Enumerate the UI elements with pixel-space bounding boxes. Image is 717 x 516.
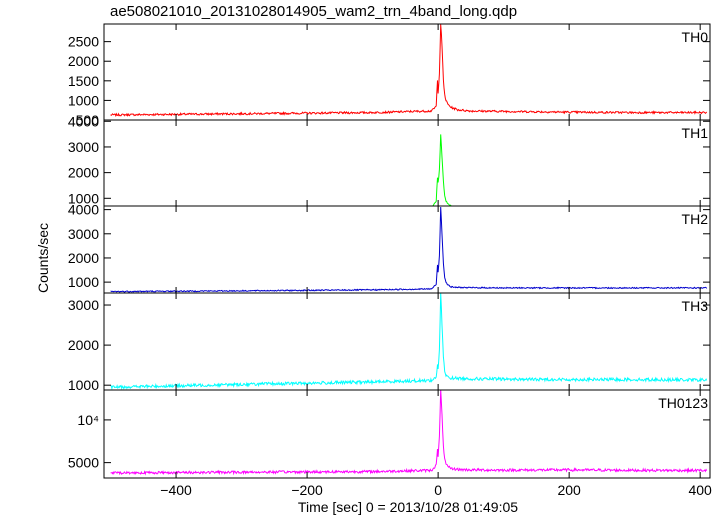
- y-tick-label: 500: [76, 112, 100, 128]
- y-tick-label: 1000: [68, 377, 99, 393]
- panel-th1: 1000 2000 3000 4000 TH1: [68, 113, 711, 207]
- y-tick-label: 1500: [68, 73, 99, 89]
- y-tick-label: 2000: [68, 53, 99, 69]
- y-tick-label: 2000: [68, 250, 99, 266]
- y-tick-label: 5000: [68, 455, 99, 471]
- x-axis: −400 −200 0 200 400: [160, 482, 712, 498]
- x-tick-label: 0: [434, 482, 442, 498]
- panel-frame: [103, 292, 711, 391]
- panel-th2: 1000 2000 3000 4000 TH2: [68, 202, 711, 294]
- panel-frame: [103, 119, 711, 207]
- panel-label: TH1: [682, 125, 709, 141]
- panel-label: TH0: [682, 29, 709, 45]
- panel-label: TH0123: [658, 395, 708, 411]
- y-tick-label: 10⁴: [77, 412, 99, 428]
- chart-title: ae508021010_20131028014905_wam2_trn_4ban…: [110, 3, 517, 20]
- x-tick-label: 200: [557, 482, 581, 498]
- y-tick-label: 1000: [68, 274, 99, 290]
- y-tick-label: 3000: [68, 139, 99, 155]
- series-line-th1: [432, 134, 613, 206]
- panel-frame: [103, 389, 711, 479]
- series-line-th3: [110, 293, 708, 390]
- series-line-th0: [110, 24, 708, 118]
- panel-frame: [103, 205, 711, 294]
- panel-th3: 1000 2000 3000 TH3: [68, 292, 711, 393]
- x-tick-label: −400: [160, 482, 192, 498]
- y-tick-label: 1000: [68, 92, 99, 108]
- y-tick-label: 2000: [68, 165, 99, 181]
- y-tick-label: 2000: [68, 337, 99, 353]
- panel-th0123: 5000 10⁴ TH0123: [68, 389, 711, 479]
- x-axis-label: Time [sec] 0 = 2013/10/28 01:49:05: [298, 499, 518, 515]
- series-line-th2: [110, 206, 708, 293]
- x-tick-label: −200: [291, 482, 323, 498]
- series-line-th0123: [110, 390, 708, 476]
- panel-label: TH3: [682, 298, 709, 314]
- y-tick-label: 3000: [68, 226, 99, 242]
- y-tick-label: 4000: [68, 202, 99, 218]
- y-tick-label: 3000: [68, 297, 99, 313]
- y-tick-label: 4000: [68, 113, 99, 129]
- y-axis-label: Counts/sec: [35, 223, 51, 293]
- panel-th0: 500 1000 1500 2000 2500 TH0: [68, 23, 711, 128]
- x-tick-label: 400: [688, 482, 712, 498]
- panel-label: TH2: [682, 211, 709, 227]
- y-tick-label: 2500: [68, 34, 99, 50]
- panels: 500 1000 1500 2000 2500 TH0 1000 2000 3000 4000 TH…: [68, 23, 711, 479]
- y-tick-label: 1000: [68, 190, 99, 206]
- panel-frame: [103, 23, 711, 121]
